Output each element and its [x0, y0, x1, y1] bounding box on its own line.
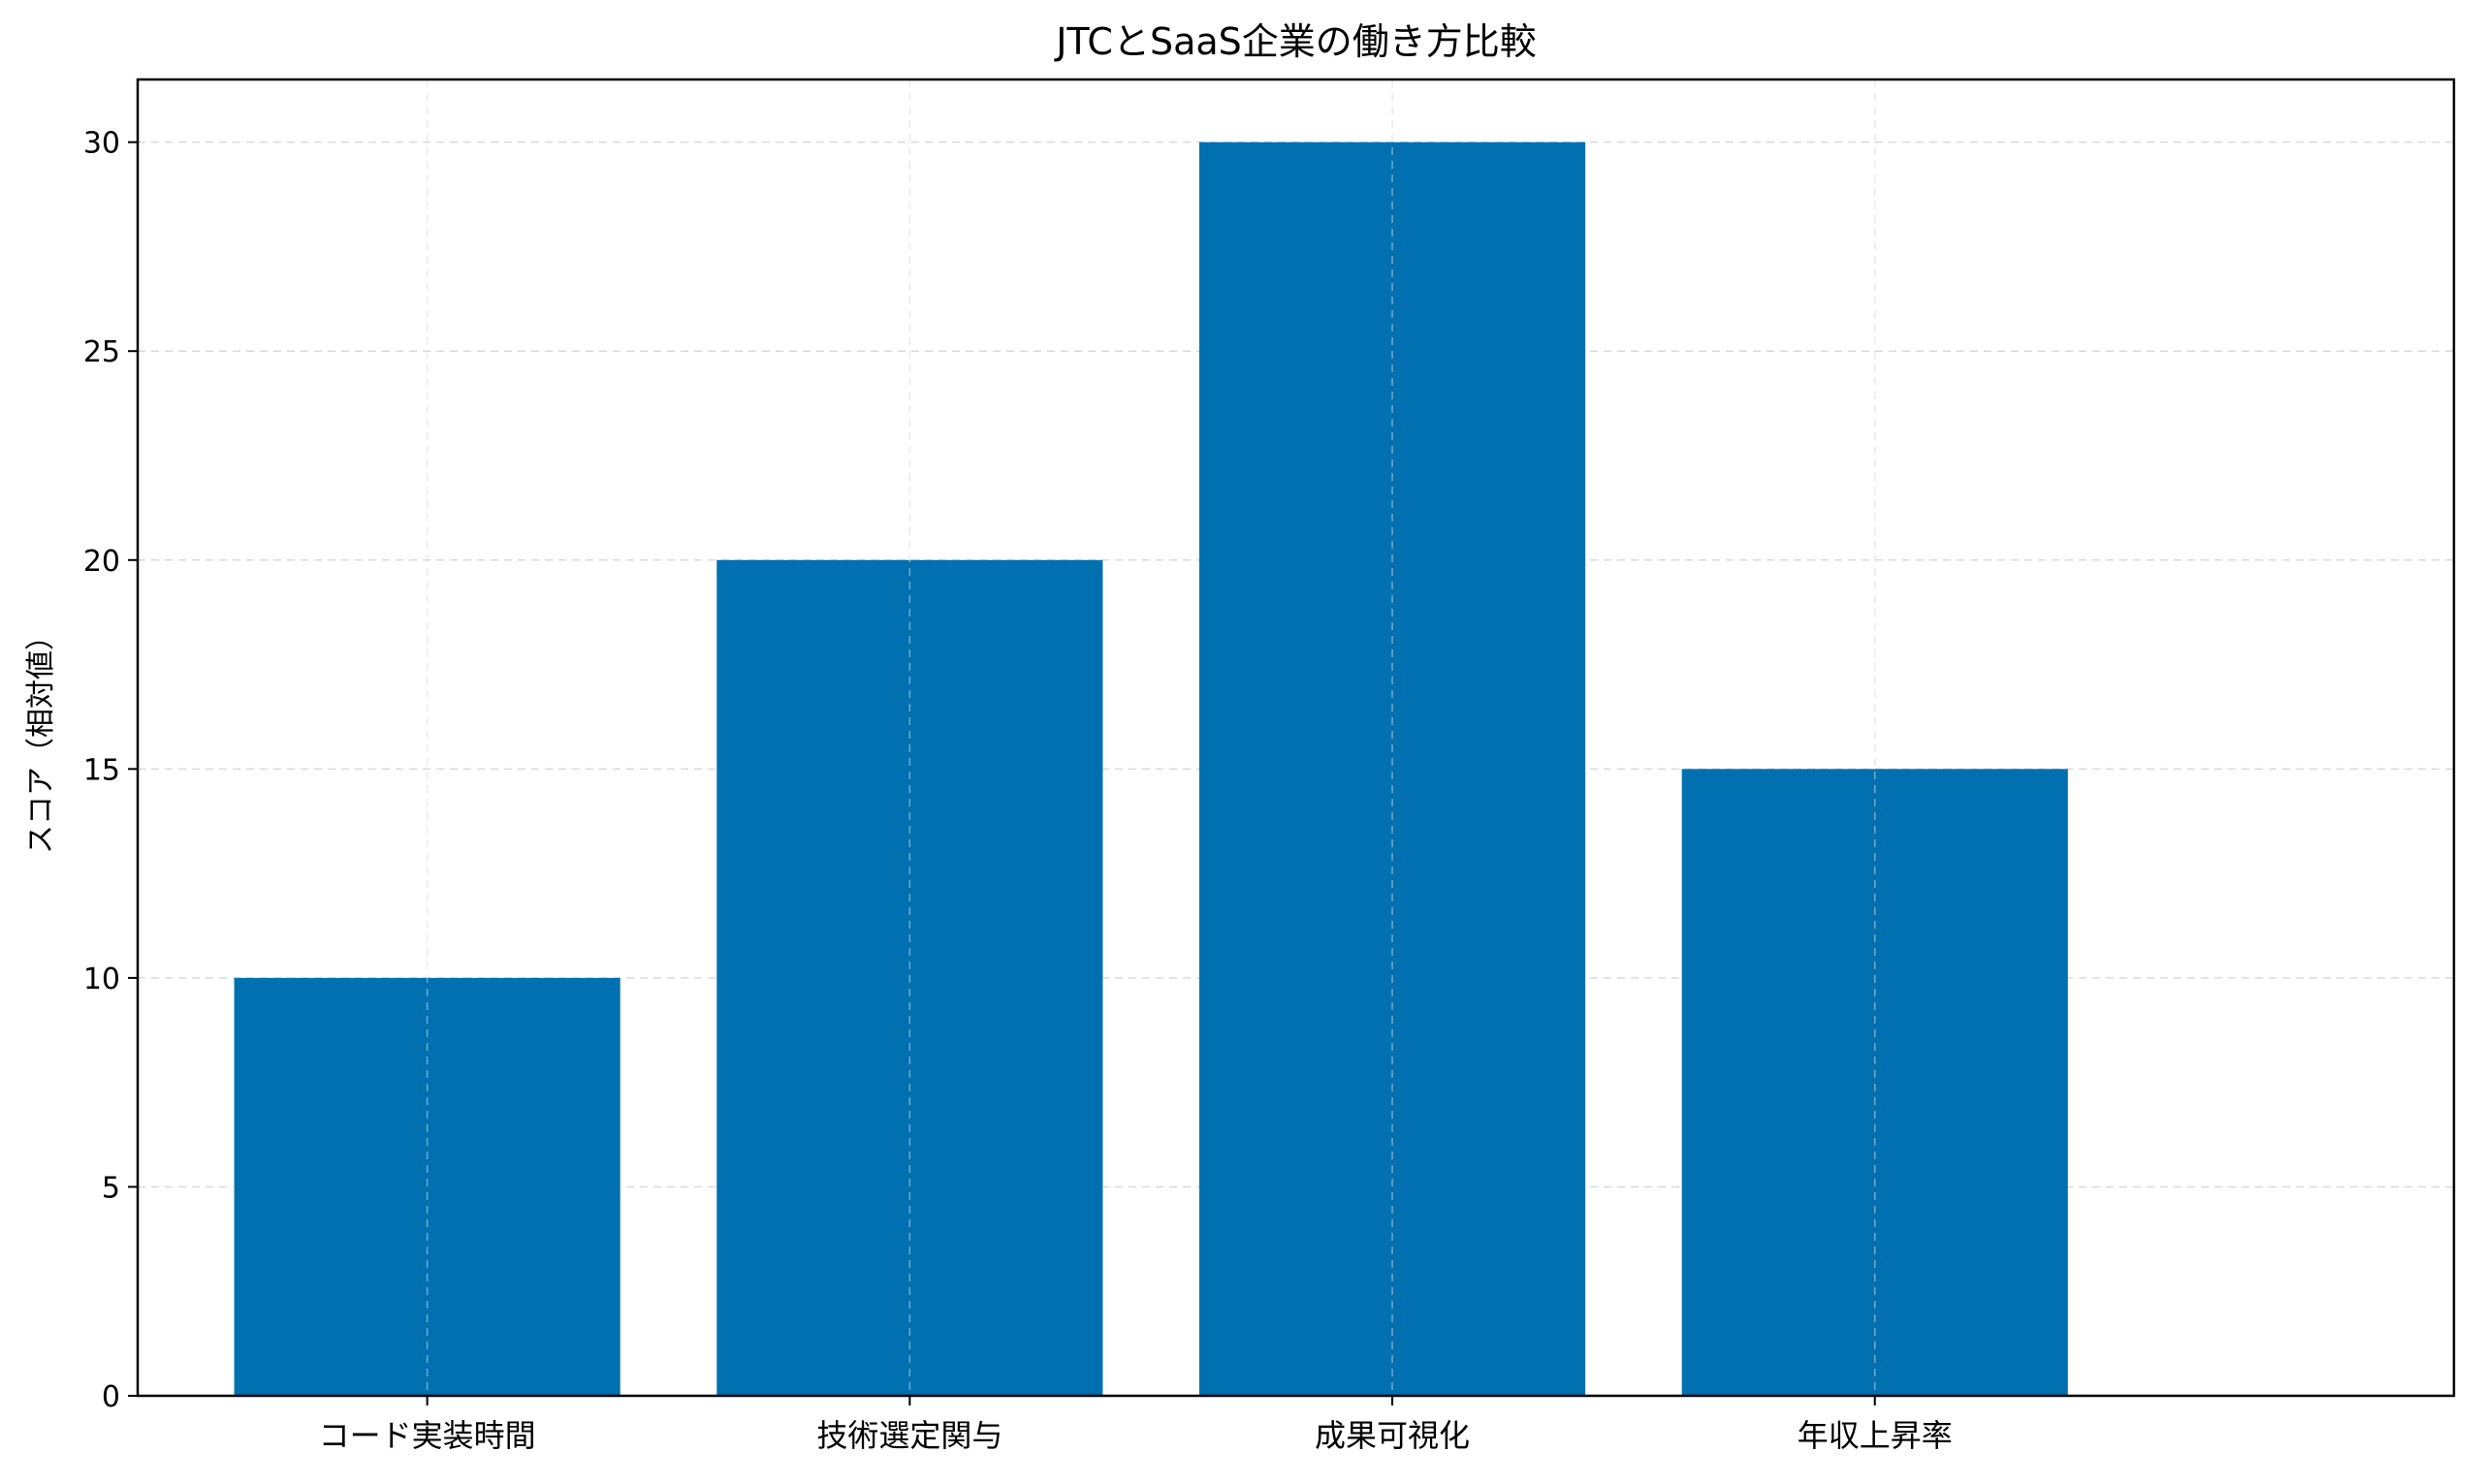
plot-frame [136, 78, 2456, 1398]
chart-title: JTCとSaaS企業の働き方比較 [1054, 20, 1537, 63]
y-tick-label: 30 [83, 127, 120, 161]
x-axis-ticks: コード実装時間 技術選定関与 成果可視化 年収上昇率 [319, 1396, 1953, 1454]
y-tick-label: 0 [102, 1380, 120, 1414]
x-tick-label: 成果可視化 [1315, 1417, 1470, 1454]
y-axis-ticks: 0 5 10 15 20 25 30 [83, 127, 138, 1414]
y-axis-label: スコア（相対値） [24, 621, 58, 854]
x-tick-label: 年収上昇率 [1798, 1417, 1953, 1454]
x-tick-label: 技術選定関与 [816, 1417, 1002, 1454]
y-tick-label: 20 [83, 545, 120, 579]
y-tick-label: 10 [83, 963, 120, 996]
y-tick-label: 25 [83, 335, 120, 369]
y-tick-label: 5 [102, 1171, 120, 1205]
vertical-grid-lines [426, 79, 1876, 1396]
y-tick-label: 15 [83, 753, 120, 787]
x-tick-label: コード実装時間 [319, 1417, 536, 1454]
